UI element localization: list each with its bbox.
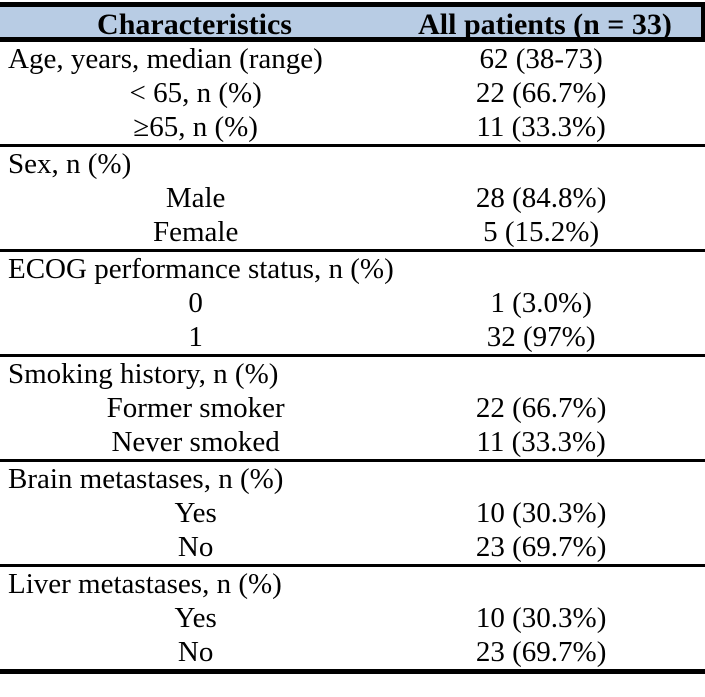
row-label: < 65, n (%) (129, 77, 262, 109)
table-row: 0 1 (3.0%) (0, 286, 705, 320)
row-value: 22 (66.7%) (475, 392, 607, 424)
row-label: 0 (188, 287, 203, 319)
table-row: < 65, n (%) 22 (66.7%) (0, 76, 705, 110)
characteristics-table: Characteristics All patients (n = 33) Ag… (0, 2, 705, 674)
table-row: Smoking history, n (%) (0, 357, 705, 391)
paper-table-page: Characteristics All patients (n = 33) Ag… (0, 2, 705, 674)
row-label: 1 (188, 321, 203, 353)
table-row: Liver metastases, n (%) (0, 567, 705, 601)
row-value: 11 (33.3%) (476, 111, 606, 143)
row-value: 5 (15.2%) (483, 216, 600, 248)
row-value: 62 (38-73) (479, 43, 603, 75)
table-section: Smoking history, n (%) Former smoker 22 (6… (0, 354, 705, 459)
row-label: No (177, 636, 214, 668)
row-value: 32 (97%) (486, 321, 596, 353)
row-label: Yes (174, 497, 217, 529)
table-row: Male 28 (84.8%) (0, 181, 705, 215)
table-row: ≥65, n (%) 11 (33.3%) (0, 110, 705, 144)
row-value (391, 252, 705, 286)
row-label: Brain metastases, n (%) (8, 463, 284, 495)
row-value: 22 (66.7%) (475, 77, 607, 109)
table-row: Yes 10 (30.3%) (0, 601, 705, 635)
table-section: Age, years, median (range) 62 (38-73) < 65… (0, 42, 705, 144)
row-value: 10 (30.3%) (475, 497, 607, 529)
row-value (391, 357, 705, 391)
table-row: No 23 (69.7%) (0, 530, 705, 564)
table-row: Never smoked 11 (33.3%) (0, 425, 705, 459)
row-value: 10 (30.3%) (475, 602, 607, 634)
row-value (391, 567, 705, 601)
row-value: 11 (33.3%) (476, 426, 606, 458)
row-label: Female (152, 216, 239, 248)
row-label: ECOG performance status, n (%) (8, 253, 394, 285)
table-row: Brain metastases, n (%) (0, 462, 705, 496)
table-row: Yes 10 (30.3%) (0, 496, 705, 530)
row-label: Yes (174, 602, 217, 634)
row-label: Never smoked (111, 426, 280, 458)
row-label: Smoking history, n (%) (8, 358, 279, 390)
row-value (391, 147, 705, 181)
table-section: Sex, n (%) Male 28 (84.8%) Female 5 (15.2%) (0, 144, 705, 249)
row-label: No (177, 531, 214, 563)
row-value (391, 462, 705, 496)
table-row: Sex, n (%) (0, 147, 705, 181)
row-label: Liver metastases, n (%) (8, 568, 282, 600)
table-section: Brain metastases, n (%) Yes 10 (30.3%) No 23… (0, 459, 705, 564)
row-label: Male (165, 182, 226, 214)
table-section: Liver metastases, n (%) Yes 10 (30.3%) No 23… (0, 564, 705, 669)
table-body: Age, years, median (range) 62 (38-73) < 65… (0, 42, 705, 669)
row-value: 1 (3.0%) (490, 287, 592, 319)
table-row: No 23 (69.7%) (0, 635, 705, 669)
row-label: Sex, n (%) (8, 148, 132, 180)
row-value: 23 (69.7%) (475, 531, 607, 563)
row-label: ≥65, n (%) (133, 111, 258, 143)
header-characteristics: Characteristics (97, 8, 292, 41)
table-row: Female 5 (15.2%) (0, 215, 705, 249)
table-row: Age, years, median (range) 62 (38-73) (0, 42, 705, 76)
table-row: Former smoker 22 (66.7%) (0, 391, 705, 425)
row-label: Age, years, median (range) (8, 43, 323, 75)
table-row: 1 32 (97%) (0, 320, 705, 354)
header-all-patients: All patients (n = 33) (418, 8, 672, 41)
table-section: ECOG performance status, n (%) 0 1 (3.0%) 1… (0, 249, 705, 354)
row-label: Former smoker (106, 392, 285, 424)
table-row: ECOG performance status, n (%) (0, 252, 705, 286)
table-header-row: Characteristics All patients (n = 33) (0, 7, 705, 42)
row-value: 28 (84.8%) (475, 182, 607, 214)
row-value: 23 (69.7%) (475, 636, 607, 668)
